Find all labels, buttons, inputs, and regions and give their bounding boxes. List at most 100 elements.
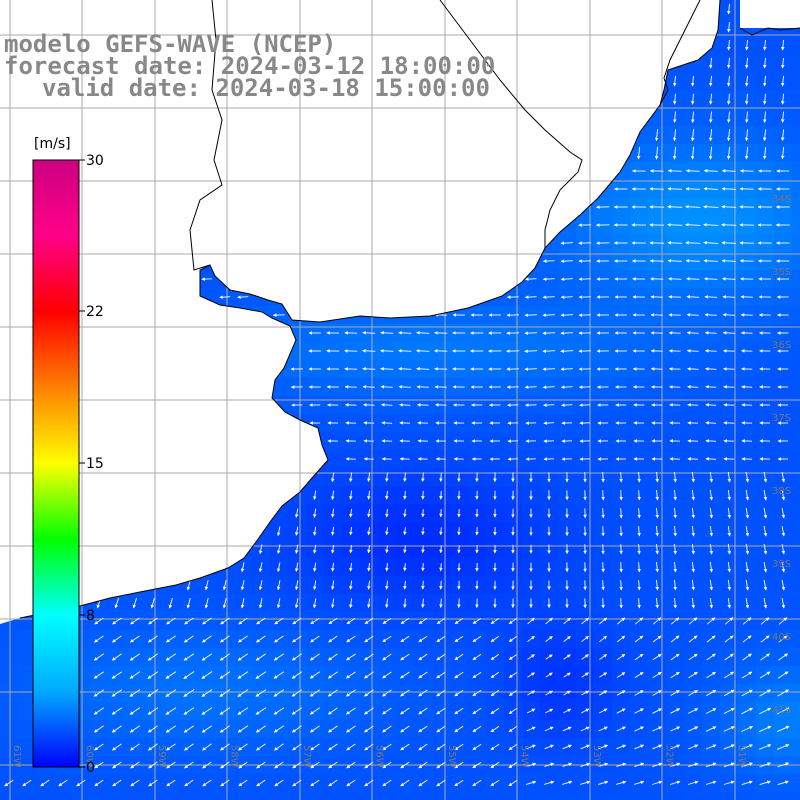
wind-arrow bbox=[421, 490, 425, 500]
wind-cell bbox=[792, 468, 800, 487]
wind-arrow bbox=[619, 526, 623, 537]
wind-arrow bbox=[421, 527, 425, 536]
wind-arrow bbox=[619, 544, 623, 555]
wind-arrow bbox=[560, 277, 573, 281]
wind-cell bbox=[360, 792, 379, 800]
wind-cell bbox=[108, 792, 127, 800]
wind-cell bbox=[324, 792, 343, 800]
wind-arrow bbox=[685, 241, 701, 245]
wind-arrow bbox=[421, 545, 425, 554]
wind-cell bbox=[792, 288, 800, 307]
wind-arrow bbox=[439, 527, 443, 536]
latitude-label: 34S bbox=[772, 194, 791, 205]
latitude-label: 41S bbox=[772, 705, 791, 716]
wind-cell bbox=[792, 306, 800, 325]
wind-arrow bbox=[687, 385, 699, 389]
wind-arrow bbox=[560, 331, 574, 335]
wind-arrow bbox=[704, 295, 718, 299]
wind-arrow bbox=[722, 295, 736, 299]
wind-arrow bbox=[524, 349, 538, 353]
wind-arrow bbox=[619, 472, 623, 483]
wind-arrow bbox=[686, 349, 699, 353]
wind-arrow bbox=[439, 598, 443, 608]
wind-arrow bbox=[601, 598, 605, 609]
wind-arrow bbox=[399, 403, 411, 407]
wind-arrow bbox=[705, 439, 717, 443]
wind-cell bbox=[684, 792, 703, 800]
wind-cell bbox=[792, 54, 800, 73]
wind-arrow bbox=[543, 403, 555, 407]
wind-arrow bbox=[416, 349, 430, 353]
wind-cell bbox=[792, 594, 800, 613]
wind-arrow bbox=[705, 457, 717, 461]
wind-arrow bbox=[722, 331, 735, 335]
wind-cell bbox=[306, 792, 325, 800]
wind-cell bbox=[630, 792, 649, 800]
wind-cell bbox=[468, 792, 487, 800]
wind-cell bbox=[540, 792, 559, 800]
wind-arrow bbox=[362, 367, 376, 371]
wind-arrow bbox=[686, 331, 699, 335]
wind-arrow bbox=[416, 367, 430, 371]
wind-arrow bbox=[439, 490, 443, 500]
wind-cell bbox=[792, 36, 800, 55]
colorbar-scale bbox=[32, 159, 80, 768]
wind-cell bbox=[594, 792, 613, 800]
wind-arrow bbox=[686, 313, 699, 317]
latitude-label: 38S bbox=[772, 486, 791, 497]
wind-arrow bbox=[542, 367, 556, 371]
wind-arrow bbox=[542, 331, 556, 335]
colorbar-unit: [m/s] bbox=[34, 136, 71, 152]
wind-arrow bbox=[721, 241, 737, 245]
wind-arrow bbox=[439, 580, 443, 590]
wind-cell bbox=[162, 792, 181, 800]
wind-arrow bbox=[619, 598, 623, 609]
wind-cell bbox=[0, 738, 19, 757]
wind-arrow bbox=[560, 385, 573, 389]
wind-arrow bbox=[439, 545, 443, 554]
wind-arrow bbox=[439, 472, 443, 482]
wind-cell bbox=[792, 234, 800, 253]
wind-cell bbox=[0, 648, 19, 667]
wind-cell bbox=[792, 342, 800, 361]
wind-cell bbox=[648, 792, 667, 800]
wind-cell bbox=[18, 720, 37, 739]
wind-cell bbox=[792, 720, 800, 739]
wind-cell bbox=[792, 792, 800, 800]
wind-arrow bbox=[667, 223, 683, 227]
wind-arrow bbox=[619, 490, 623, 501]
wind-cell bbox=[522, 792, 541, 800]
longitude-label: 58W bbox=[229, 745, 240, 768]
wind-arrow bbox=[686, 277, 700, 281]
wind-arrow bbox=[398, 367, 412, 371]
wind-cell bbox=[738, 792, 757, 800]
wind-arrow bbox=[619, 508, 623, 519]
wind-arrow bbox=[619, 580, 623, 591]
wind-arrow bbox=[705, 367, 717, 371]
wind-arrow bbox=[560, 313, 573, 317]
wind-cell bbox=[0, 630, 19, 649]
wind-cell bbox=[792, 360, 800, 379]
wind-arrow bbox=[685, 187, 701, 191]
wind-arrow bbox=[421, 580, 425, 590]
wind-arrow bbox=[416, 331, 430, 335]
wind-cell bbox=[0, 666, 19, 685]
wind-cell bbox=[792, 144, 800, 163]
longitude-label: 59W bbox=[156, 745, 167, 768]
wind-cell bbox=[792, 270, 800, 289]
wind-cell bbox=[234, 792, 253, 800]
wind-cell bbox=[792, 522, 800, 541]
wind-cell bbox=[792, 738, 800, 757]
wind-arrow bbox=[704, 349, 717, 353]
wind-arrow bbox=[439, 509, 443, 518]
wind-cell bbox=[792, 396, 800, 415]
wind-cell bbox=[720, 792, 739, 800]
longitude-label: 57W bbox=[301, 745, 312, 768]
wind-arrow bbox=[524, 313, 537, 317]
wind-cell bbox=[792, 450, 800, 469]
wind-arrow bbox=[362, 331, 376, 335]
wind-cell bbox=[18, 702, 37, 721]
wind-cell bbox=[180, 792, 199, 800]
title-valid-date: valid date: 2024-03-18 15:00:00 bbox=[42, 74, 490, 102]
